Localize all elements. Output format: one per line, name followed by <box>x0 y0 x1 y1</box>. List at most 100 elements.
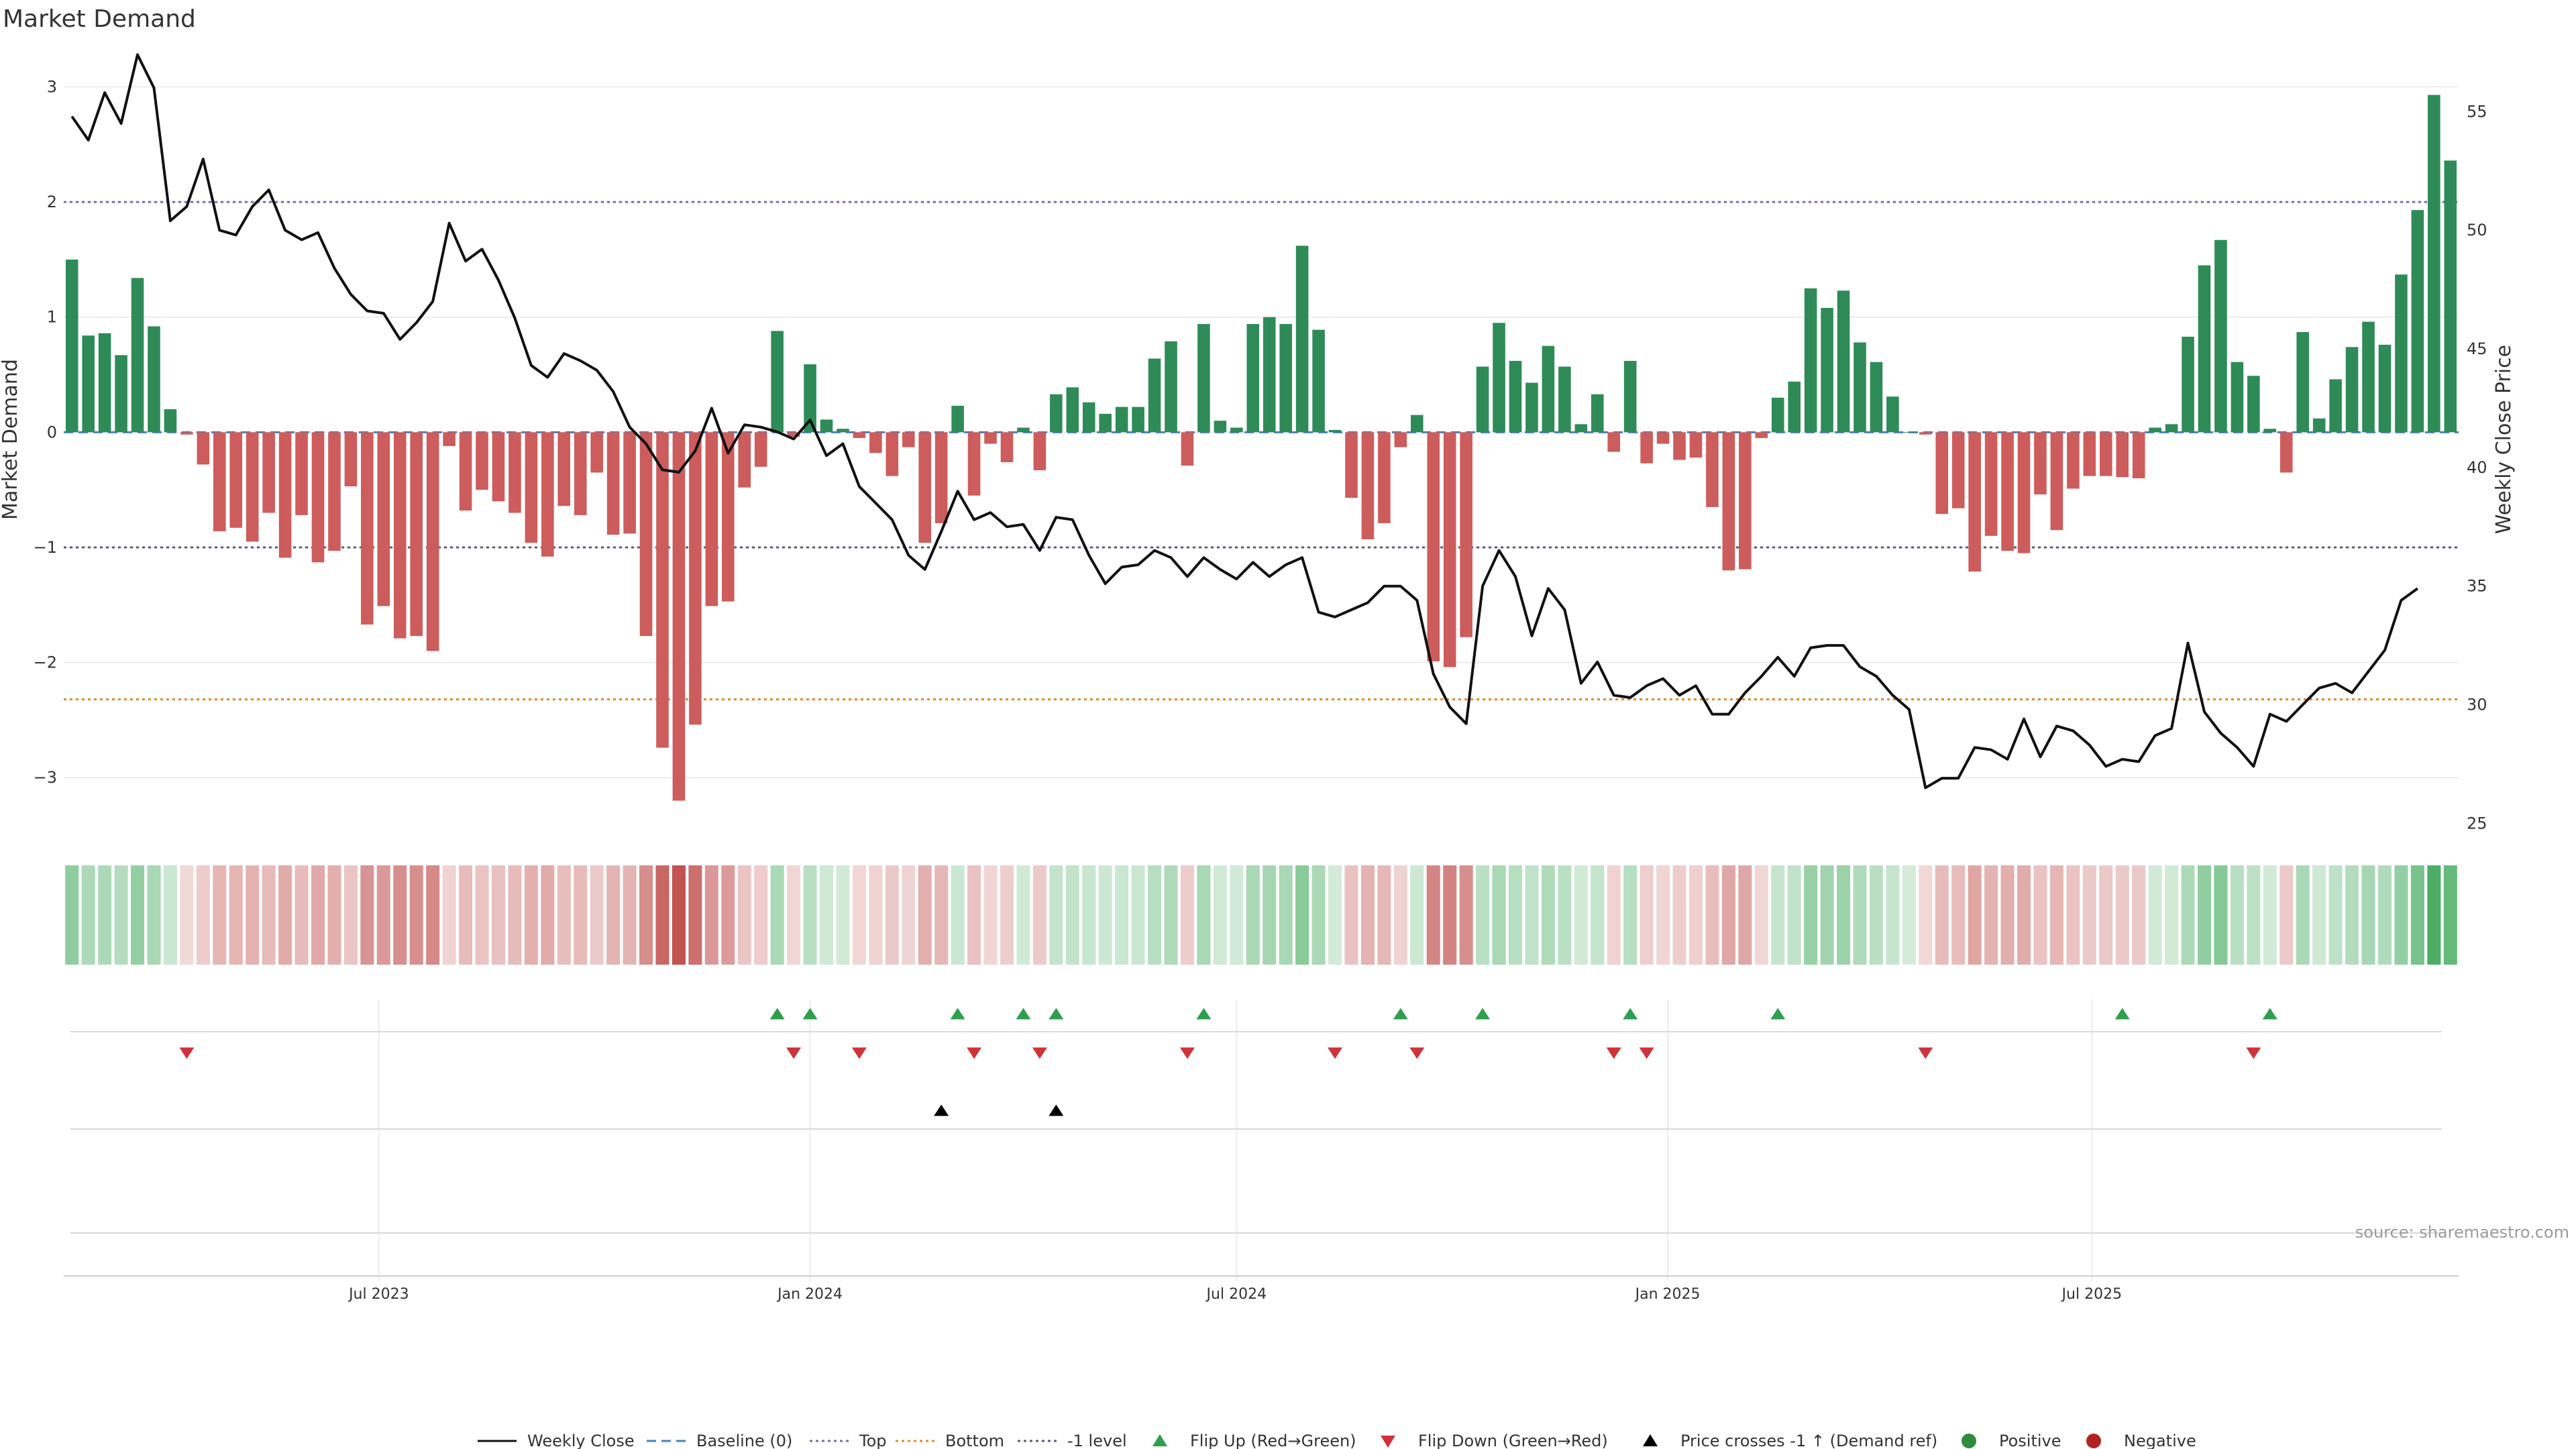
heat-cell <box>1688 865 1703 965</box>
demand-bar <box>1542 345 1555 433</box>
demand-bar <box>574 432 587 515</box>
demand-bar <box>1689 432 1703 458</box>
demand-bar <box>2198 265 2211 433</box>
legend-label: Bottom <box>945 1432 1004 1449</box>
heat-cell <box>1771 865 1785 965</box>
legend-swatch-circle <box>2086 1434 2101 1448</box>
demand-bar <box>787 432 800 437</box>
event-panels <box>64 1008 2459 1277</box>
demand-bar <box>1804 288 1817 433</box>
x-tick-label: Jan 2024 <box>776 1286 843 1303</box>
y-tick-label: −3 <box>34 768 57 787</box>
legend-item: Top <box>810 1432 887 1449</box>
legend-label: Price crosses -1 ↑ (Demand ref) <box>1680 1432 1937 1449</box>
demand-bar <box>820 419 833 433</box>
heat-cell <box>2394 865 2408 965</box>
heat-cell <box>1032 865 1046 965</box>
heat-cell <box>524 865 538 965</box>
demand-bar <box>1148 358 1161 433</box>
demand-bar <box>213 432 226 531</box>
heat-cell <box>1672 865 1686 965</box>
demand-bar <box>2428 95 2440 433</box>
heat-cell <box>1000 865 1014 965</box>
demand-bar <box>1525 382 1538 433</box>
y-tick-label: −2 <box>34 653 57 672</box>
heat-cell <box>327 865 341 965</box>
heat-cell <box>541 865 555 965</box>
heat-cell <box>1968 865 1982 965</box>
heat-cell <box>869 865 883 965</box>
price-cross-marker <box>934 1104 949 1116</box>
heat-cell <box>65 865 79 965</box>
y2-tick-label: 35 <box>2467 577 2487 596</box>
heat-cell <box>1919 865 1933 965</box>
demand-bar <box>804 364 816 433</box>
flip-up-marker <box>950 1008 965 1020</box>
heat-cell <box>737 865 751 965</box>
x-tick-label: Jul 2023 <box>347 1286 409 1303</box>
heat-cell <box>754 865 768 965</box>
legend-label: Baseline (0) <box>696 1432 792 1449</box>
demand-bar <box>1132 407 1144 433</box>
heat-cell <box>1311 865 1326 965</box>
heat-cell <box>1360 865 1375 965</box>
heat-cell <box>1393 865 1407 965</box>
flip-down-marker <box>179 1047 195 1059</box>
demand-bar <box>1328 429 1342 433</box>
demand-bar <box>393 432 407 639</box>
legend-item: Positive <box>1962 1432 2061 1449</box>
demand-bar <box>1394 432 1407 447</box>
demand-bar <box>1312 329 1325 433</box>
demand-bar <box>2395 274 2408 433</box>
demand-bar <box>2279 432 2293 473</box>
heat-cell <box>114 865 128 965</box>
demand-bar <box>1771 397 1784 433</box>
y-tick-label: 0 <box>47 423 57 441</box>
heat-cell <box>918 865 932 965</box>
heat-cell <box>1804 865 1818 965</box>
demand-bar <box>1279 324 1292 433</box>
heat-cell <box>770 865 784 965</box>
heat-cell <box>639 865 653 965</box>
demand-bar <box>1181 432 1194 466</box>
demand-bar <box>98 333 111 433</box>
heat-cell <box>196 865 210 965</box>
demand-bar <box>1558 366 1571 433</box>
heat-cell <box>1164 865 1178 965</box>
heat-cell <box>1623 865 1638 965</box>
heat-cell <box>1098 865 1112 965</box>
demand-bar <box>623 432 636 534</box>
heat-cell <box>1902 865 1916 965</box>
demand-bar <box>1755 432 1768 438</box>
heat-cell <box>1787 865 1801 965</box>
demand-bar <box>278 432 292 558</box>
heat-cell <box>1377 865 1391 965</box>
demand-bar <box>2378 344 2392 433</box>
y2-axis-ticks: 55 50 45 40 35 30 25 <box>2467 102 2487 833</box>
demand-bar <box>164 409 177 433</box>
heat-cell <box>2099 865 2113 965</box>
legend: Weekly Close Baseline (0) Top Bottom -1 leve… <box>478 1432 2196 1449</box>
heat-cell <box>2247 865 2261 965</box>
heat-cell <box>1886 865 1900 965</box>
heat-cell <box>2296 865 2310 965</box>
y2-tick-label: 45 <box>2467 339 2487 358</box>
demand-bar <box>1099 413 1112 433</box>
heat-cell <box>1558 865 1572 965</box>
legend-label: Positive <box>1999 1432 2061 1449</box>
legend-swatch-triangle-down <box>1381 1436 1395 1448</box>
heat-cell <box>393 865 407 965</box>
demand-bar <box>1493 323 1505 433</box>
heat-cell <box>2279 865 2294 965</box>
heat-cell <box>2443 865 2457 965</box>
demand-bar <box>722 432 735 602</box>
demand-bar <box>82 335 95 433</box>
heat-cell <box>1295 865 1309 965</box>
legend-label: Top <box>859 1432 887 1449</box>
heat-cell <box>983 865 998 965</box>
demand-bar <box>1574 424 1588 433</box>
demand-bar <box>1017 427 1030 433</box>
demand-bar <box>1460 432 1472 637</box>
heat-cell <box>606 865 621 965</box>
y-tick-label: 3 <box>47 77 57 96</box>
